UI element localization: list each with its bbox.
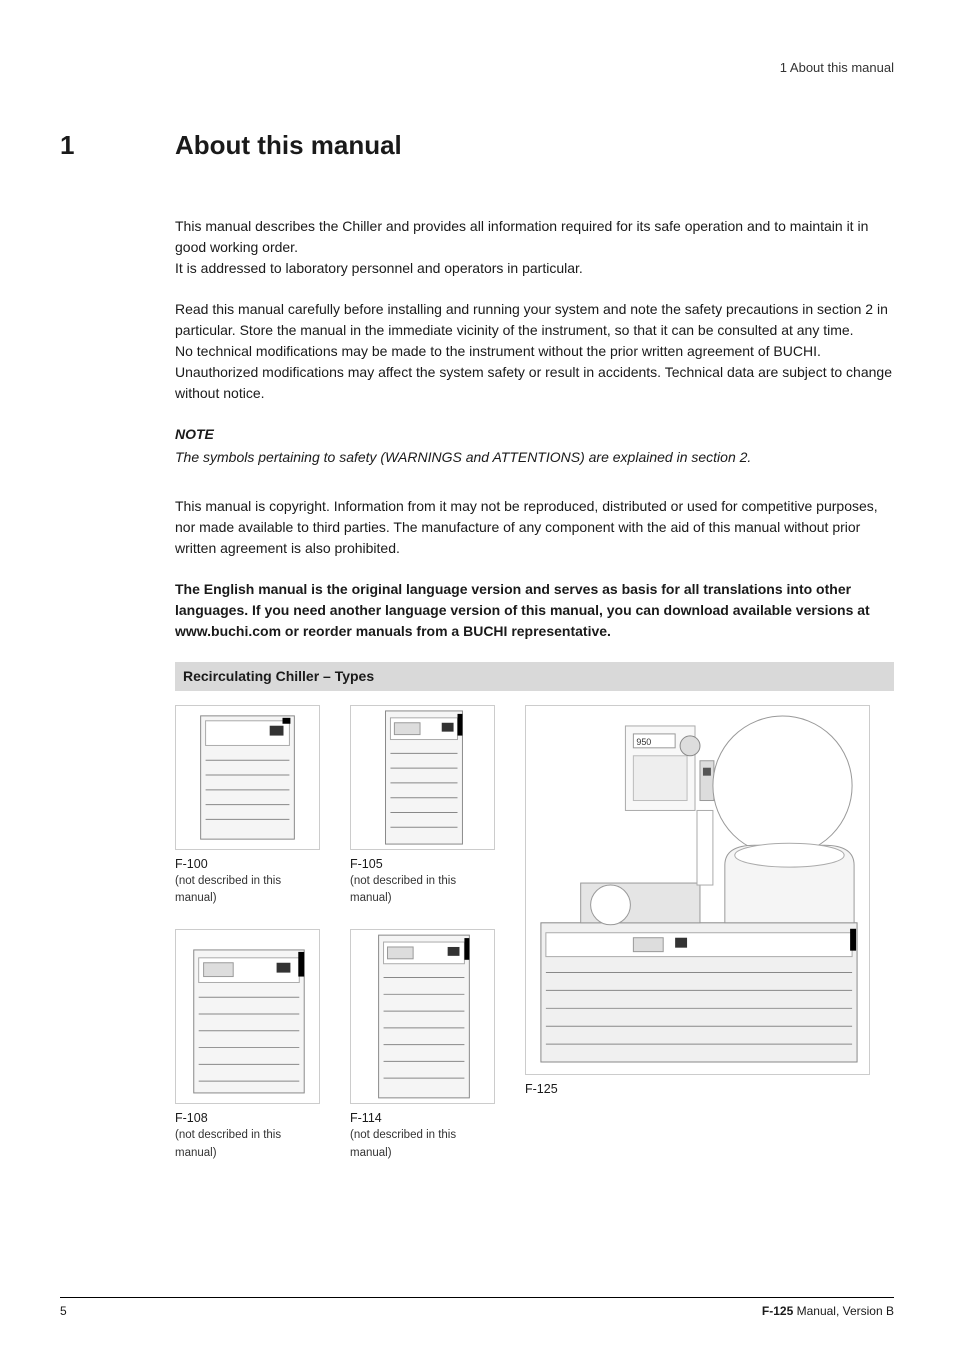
gallery-column: 950 — [525, 705, 870, 1162]
product-model: F-125 — [525, 1081, 870, 1098]
section-number: 1 — [60, 130, 175, 161]
body-content: This manual describes the Chiller and pr… — [175, 216, 894, 1162]
product-thumb-f114 — [350, 929, 495, 1104]
gallery-item: F-105 (not described in this manual) — [350, 705, 495, 907]
header-crumb: 1 About this manual — [60, 60, 894, 75]
product-thumb-f100 — [175, 705, 320, 850]
subheader-bar: Recirculating Chiller – Types — [175, 662, 894, 691]
product-subcaption: (not described in this manual) — [175, 873, 320, 908]
paragraph: This manual describes the Chiller and pr… — [175, 216, 894, 258]
paragraph: It is addressed to laboratory personnel … — [175, 258, 894, 279]
product-model: F-100 — [175, 856, 320, 873]
note-label: NOTE — [175, 424, 894, 445]
note-text: The symbols pertaining to safety (WARNIN… — [175, 447, 894, 468]
product-thumb-f125: 950 — [525, 705, 870, 1075]
product-gallery: F-100 (not described in this manual) — [175, 705, 894, 1162]
page-footer: 5 F-125 Manual, Version B — [60, 1297, 894, 1318]
product-subcaption: (not described in this manual) — [350, 873, 495, 908]
paragraph-bold: The English manual is the original langu… — [175, 579, 894, 642]
section-heading: About this manual — [175, 130, 402, 161]
product-thumb-f105 — [350, 705, 495, 850]
svg-text:950: 950 — [636, 737, 651, 747]
section-title-row: 1 About this manual — [60, 130, 894, 161]
paragraph: This manual is copyright. Information fr… — [175, 496, 894, 559]
footer-product: F-125 — [762, 1304, 793, 1318]
product-subcaption: (not described in this manual) — [175, 1127, 320, 1162]
gallery-column: F-105 (not described in this manual) — [350, 705, 495, 1162]
product-subcaption: (not described in this manual) — [350, 1127, 495, 1162]
page-number: 5 — [60, 1304, 67, 1318]
paragraph: No technical modifications may be made t… — [175, 341, 894, 404]
footer-suffix: Manual, Version B — [793, 1304, 894, 1318]
gallery-item: F-108 (not described in this manual) — [175, 929, 320, 1161]
gallery-item: F-114 (not described in this manual) — [350, 929, 495, 1161]
footer-right: F-125 Manual, Version B — [762, 1304, 894, 1318]
product-model: F-114 — [350, 1110, 495, 1127]
product-model: F-105 — [350, 856, 495, 873]
gallery-column: F-100 (not described in this manual) — [175, 705, 320, 1162]
paragraph: Read this manual carefully before instal… — [175, 299, 894, 341]
product-thumb-f108 — [175, 929, 320, 1104]
gallery-item: 950 — [525, 705, 870, 1098]
product-model: F-108 — [175, 1110, 320, 1127]
gallery-item: F-100 (not described in this manual) — [175, 705, 320, 907]
